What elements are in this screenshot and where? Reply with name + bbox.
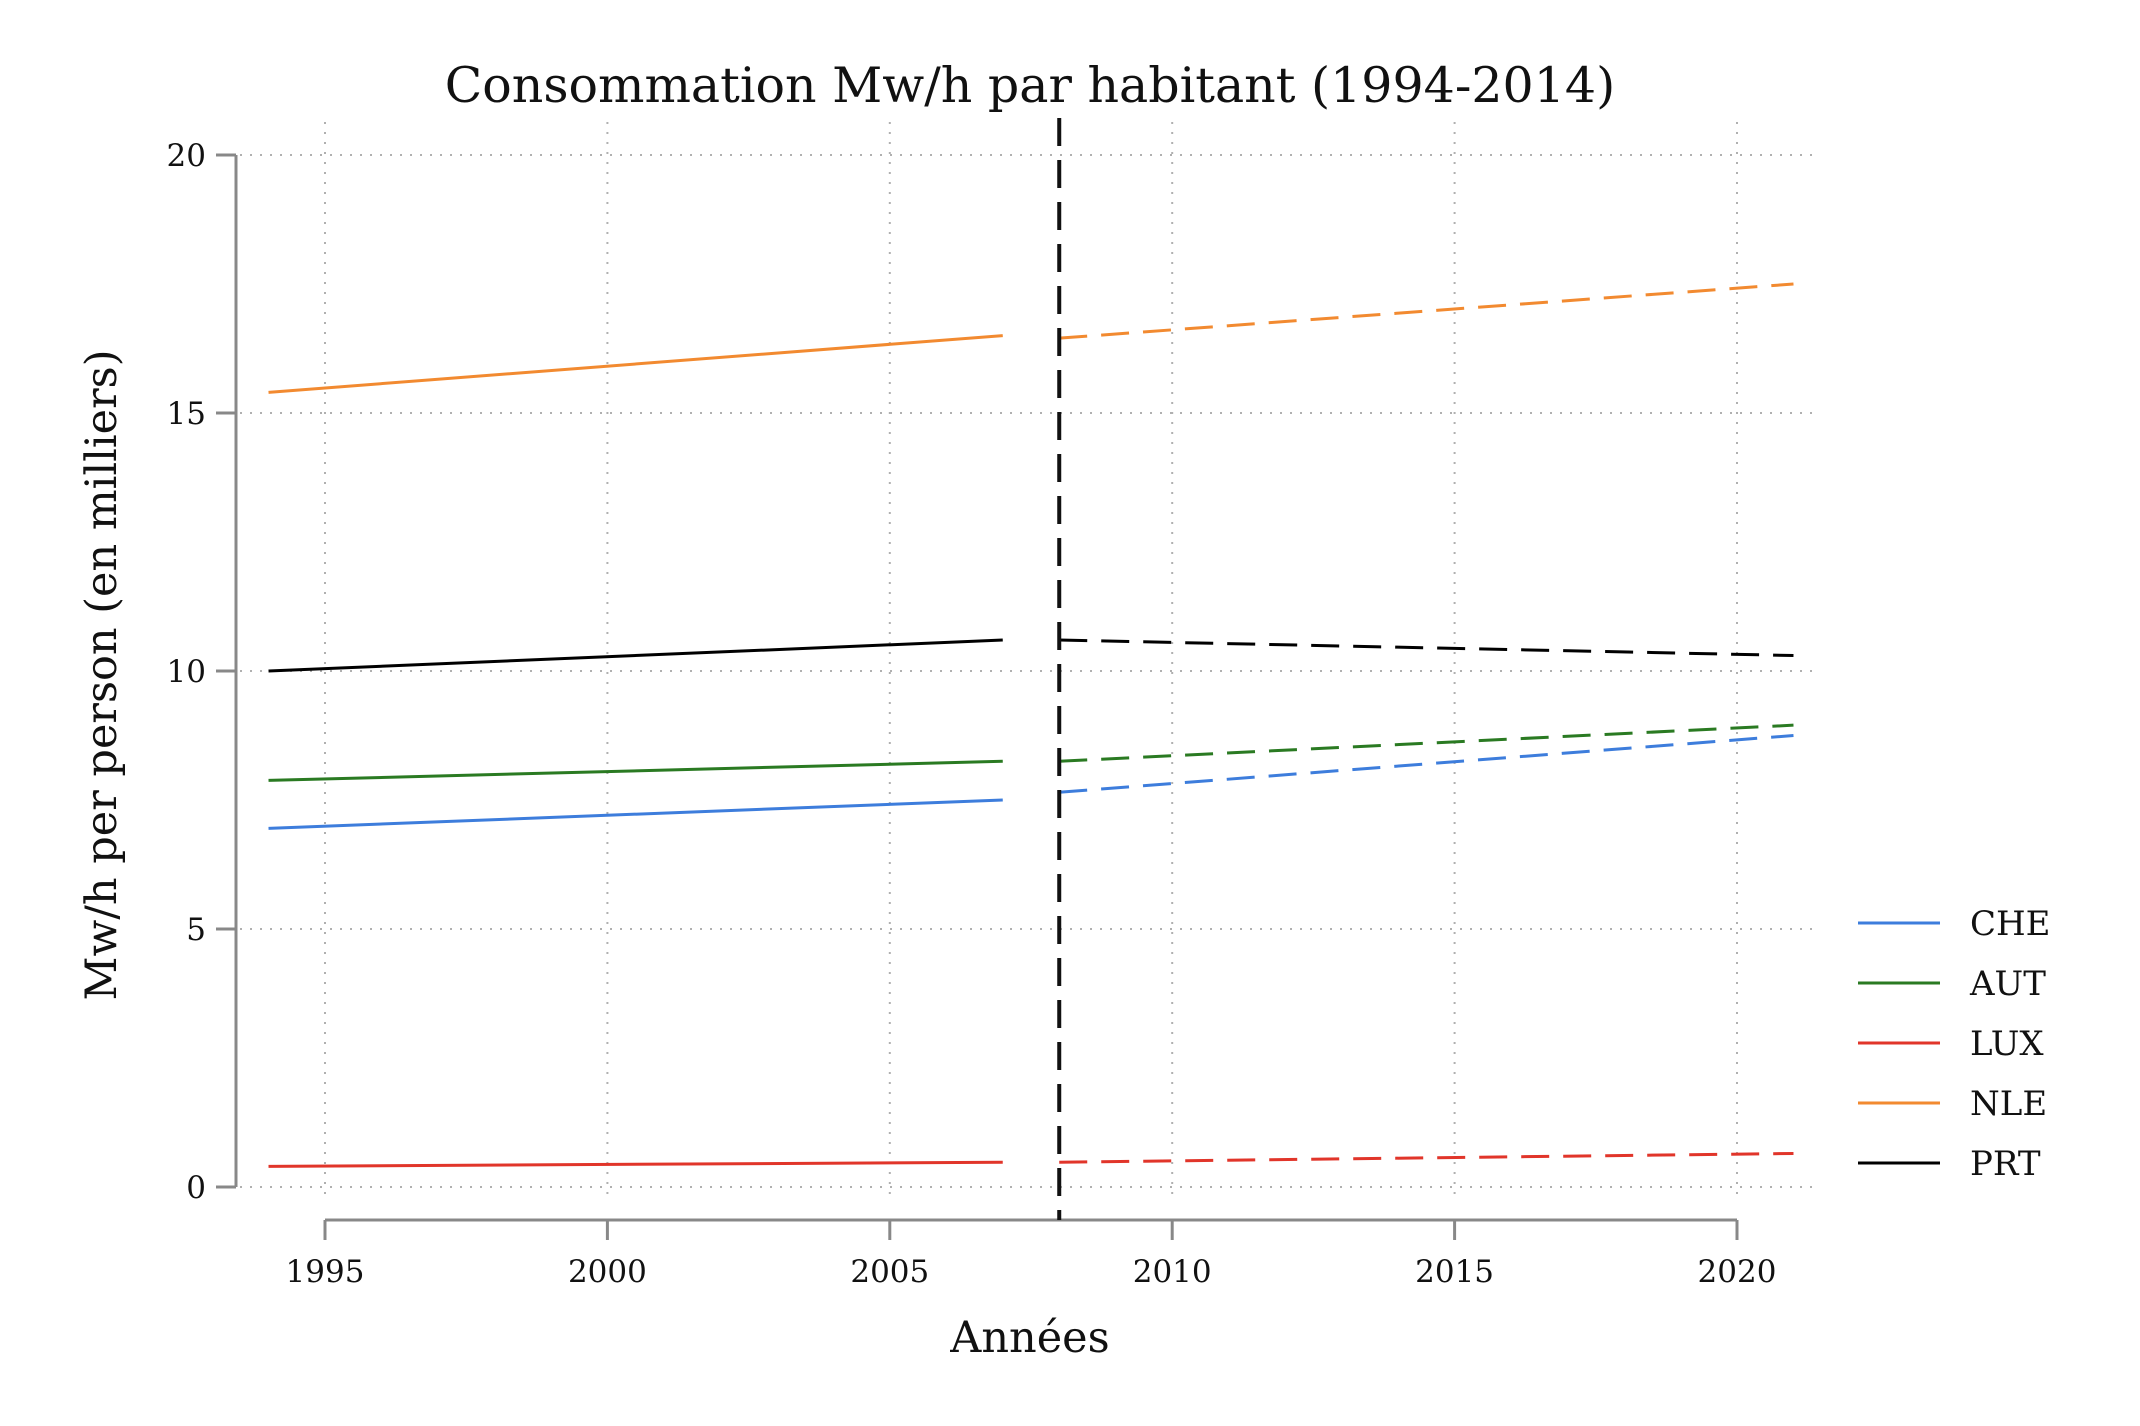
x-tick-label: 2005 xyxy=(850,1254,929,1290)
axes: 0 5 10 15 20 1995 2000 2005 2010 2015 2020 xyxy=(167,138,1777,1290)
series-aut-observed-line xyxy=(268,759,1003,782)
x-tick-label: 2015 xyxy=(1415,1254,1494,1290)
series-aut-projected-line xyxy=(1059,723,1794,763)
series-prt-projected-line xyxy=(1059,638,1794,658)
legend: CHE AUT LUX NLE PRT xyxy=(1858,904,2050,1184)
x-axis-title: Années xyxy=(949,1313,1109,1363)
series-che-observed-line xyxy=(268,798,1003,830)
y-tick-label: 15 xyxy=(167,396,206,432)
series-che-projected-line xyxy=(1059,734,1794,794)
chart-title: Consommation Mw/h par habitant (1994-201… xyxy=(445,57,1615,114)
legend-label-lux: LUX xyxy=(1970,1024,2044,1064)
x-tick-label: 2000 xyxy=(568,1254,647,1290)
series-nle-projected-line xyxy=(1059,282,1794,340)
legend-label-che: CHE xyxy=(1970,904,2050,944)
legend-label-nle: NLE xyxy=(1970,1084,2047,1124)
x-tick-label: 2020 xyxy=(1698,1254,1777,1290)
grid xyxy=(240,122,1812,1200)
series-prt-observed-line xyxy=(268,638,1003,673)
series-lines xyxy=(268,282,1794,1168)
y-tick-label: 10 xyxy=(167,654,206,690)
y-tick-label: 5 xyxy=(186,912,206,948)
series-lux-projected-line xyxy=(1059,1151,1794,1164)
x-tick-label: 2010 xyxy=(1133,1254,1212,1290)
series-nle-observed-line xyxy=(268,334,1003,394)
series-lux-observed-line xyxy=(268,1160,1003,1168)
x-tick-label: 1995 xyxy=(286,1254,365,1290)
y-axis-title: Mw/h per person (en milliers) xyxy=(77,350,127,1001)
legend-label-prt: PRT xyxy=(1970,1144,2041,1184)
y-tick-label: 0 xyxy=(186,1170,206,1206)
y-tick-label: 20 xyxy=(167,138,206,174)
legend-label-aut: AUT xyxy=(1969,964,2046,1004)
